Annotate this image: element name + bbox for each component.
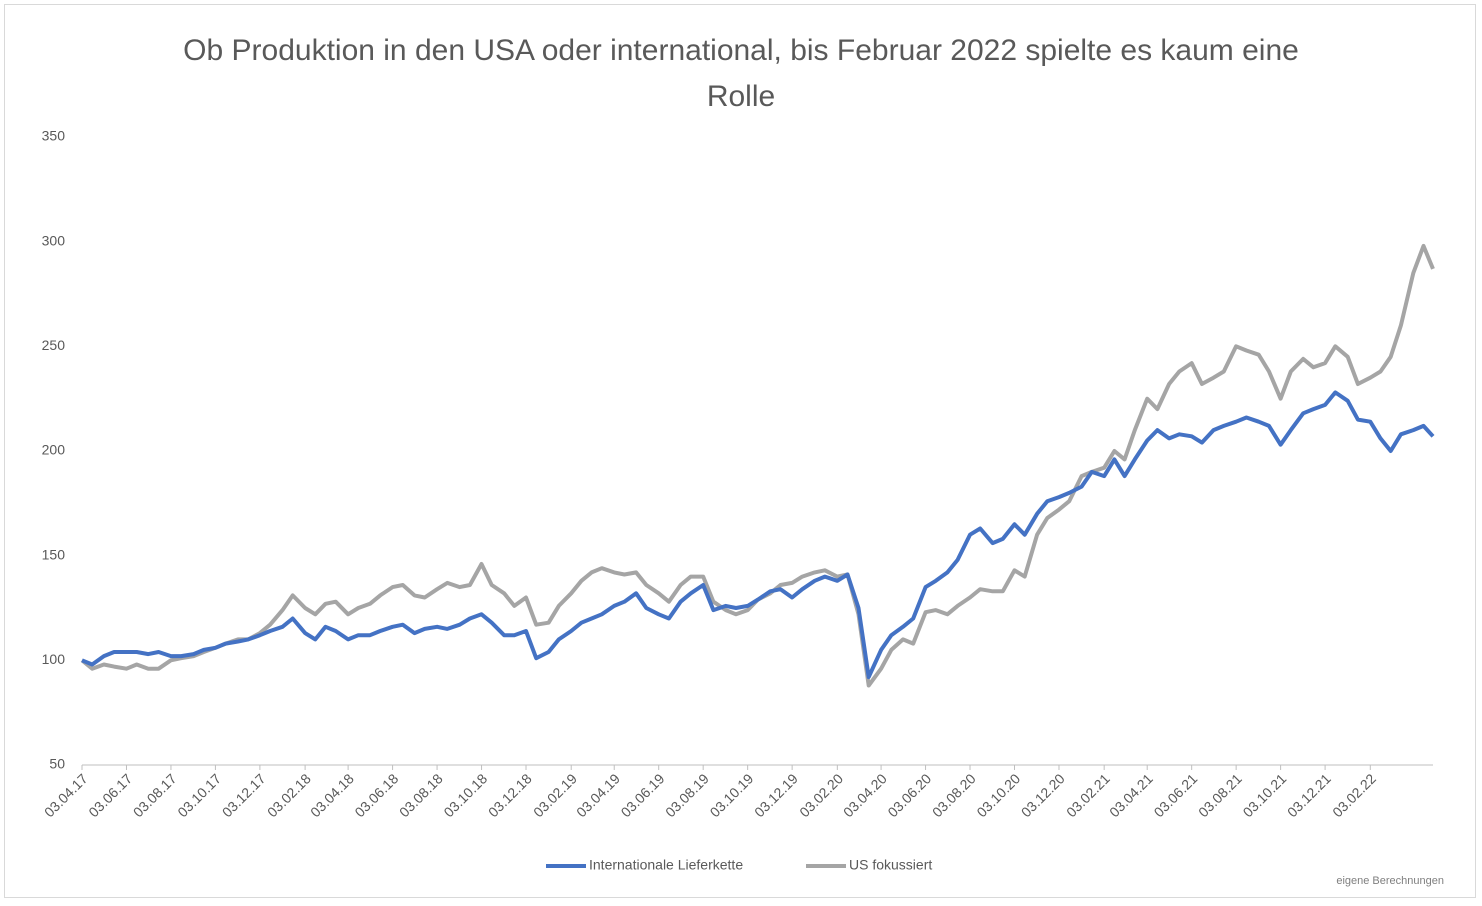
x-tick-label: 03.12.21 (1284, 770, 1334, 820)
y-tick-label: 300 (42, 232, 66, 248)
x-tick-label: 03.02.21 (1063, 770, 1113, 820)
series-line (80, 243, 1435, 688)
chart-frame (4, 4, 1476, 898)
x-tick-label: 03.12.17 (219, 770, 269, 820)
x-tick-label: 03.06.17 (85, 770, 135, 820)
y-tick-label: 100 (42, 651, 66, 667)
x-tick-label: 03.12.18 (485, 770, 535, 820)
y-tick-label: 350 (42, 128, 66, 144)
y-tick-label: 250 (42, 337, 66, 353)
x-tick-label: 03.04.21 (1106, 770, 1156, 820)
x-tick-label: 03.06.18 (351, 770, 401, 820)
x-tick-label: 03.10.20 (973, 770, 1023, 820)
x-tick-label: 03.10.18 (440, 770, 490, 820)
x-tick-label: 03.08.17 (130, 770, 180, 820)
legend-label: Internationale Lieferkette (589, 857, 743, 873)
x-tick-label: 03.02.18 (264, 770, 314, 820)
y-tick-label: 50 (49, 756, 65, 772)
x-tick-label: 03.12.19 (751, 770, 801, 820)
x-tick-label: 03.06.21 (1151, 770, 1201, 820)
x-tick-label: 03.04.19 (573, 770, 623, 820)
legend-label: US fokussiert (849, 857, 932, 873)
x-tick-label: 03.10.17 (174, 770, 224, 820)
chart-title: Ob Produktion in den USA oder internatio… (183, 34, 1299, 113)
x-tick-label: 03.10.19 (707, 770, 757, 820)
x-tick-label: 03.04.18 (307, 770, 357, 820)
x-tick-label: 03.04.17 (41, 770, 91, 820)
title-box: Ob Produktion in den USA oder internatio… (0, 28, 1482, 120)
x-tick-label: 03.02.22 (1329, 770, 1379, 820)
annotation: eigene Berechnungen (1336, 875, 1444, 887)
x-tick-label: 03.08.20 (929, 770, 979, 820)
x-tick-label: 03.10.21 (1240, 770, 1290, 820)
x-tick-label: 03.12.20 (1018, 770, 1068, 820)
x-tick-label: 03.06.20 (884, 770, 934, 820)
y-tick-label: 200 (42, 442, 66, 458)
x-tick-label: 03.08.19 (662, 770, 712, 820)
x-tick-label: 03.08.18 (396, 770, 446, 820)
series-line (81, 390, 1435, 680)
y-tick-label: 150 (42, 546, 66, 562)
x-tick-label: 03.06.19 (618, 770, 668, 820)
x-tick-label: 03.02.20 (796, 770, 846, 820)
x-tick-label: 03.04.20 (840, 770, 890, 820)
x-tick-label: 03.08.21 (1195, 770, 1245, 820)
x-tick-label: 03.02.19 (530, 770, 580, 820)
